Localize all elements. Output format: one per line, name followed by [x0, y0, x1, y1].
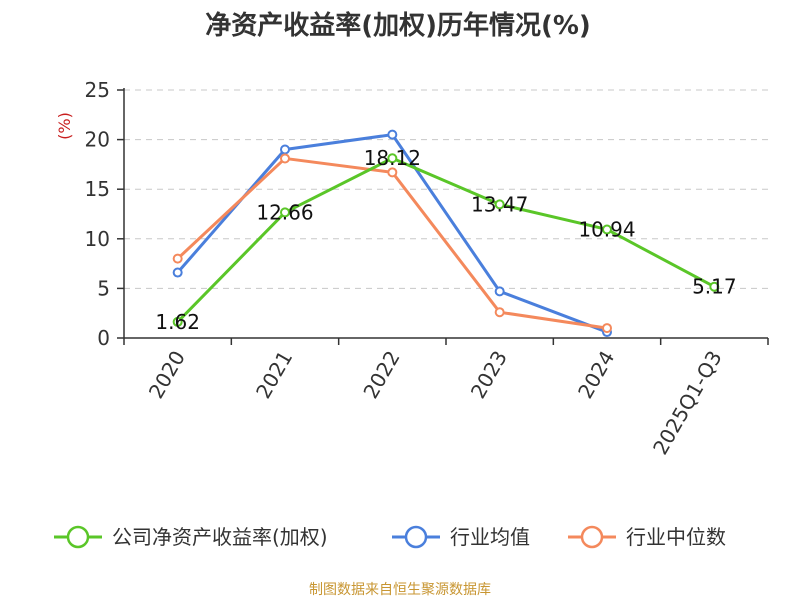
chart-title: 净资产收益率(加权)历年情况(%) — [205, 10, 591, 41]
y-tick-label: 15 — [85, 177, 110, 201]
legend-swatch-marker — [580, 525, 604, 549]
series-line — [176, 156, 716, 323]
legend-item: 行业中位数 — [568, 525, 726, 549]
axes — [117, 88, 769, 345]
data-point — [172, 253, 183, 264]
data-point — [280, 207, 290, 218]
y-axis-unit-label: (%) — [55, 112, 74, 140]
data-labels: 1.62 12.66 18.12 13.47 10.94 5.17 — [155, 146, 736, 334]
legend-label: 行业均值 — [450, 525, 530, 549]
data-point — [280, 153, 290, 164]
data-point — [172, 267, 183, 278]
data-label: 10.94 — [578, 217, 635, 241]
x-tick-label: 2021 — [251, 347, 297, 403]
data-point — [387, 167, 398, 178]
data-point — [602, 323, 612, 334]
data-label: 1.62 — [155, 310, 200, 334]
legend-label: 行业中位数 — [626, 525, 726, 549]
data-point — [602, 224, 612, 235]
x-tick-label: 2020 — [144, 347, 190, 403]
data-label: 18.12 — [364, 146, 421, 170]
legend: 公司净资产收益率(加权) 行业均值 行业中位数 — [54, 525, 726, 549]
data-point — [280, 144, 290, 155]
y-tick-label: 10 — [85, 227, 110, 251]
y-tick-label: 25 — [85, 78, 110, 102]
data-point — [494, 307, 505, 318]
grid-lines — [124, 89, 768, 289]
series-company — [172, 153, 720, 327]
series-industry_median — [172, 153, 612, 334]
data-label: 12.66 — [256, 200, 313, 224]
x-tick-label: 2025Q1-Q3 — [648, 347, 727, 459]
data-point — [387, 153, 398, 164]
y-tick-label: 5 — [97, 276, 110, 300]
data-label: 13.47 — [471, 192, 528, 216]
data-point — [172, 316, 183, 327]
legend-swatch-marker — [404, 525, 428, 549]
legend-label: 公司净资产收益率(加权) — [112, 525, 328, 549]
series-lines — [172, 129, 720, 338]
x-tick-labels: 2020 2021 2022 2023 2024 2025Q1-Q3 — [144, 346, 727, 458]
data-point — [387, 129, 398, 140]
series-line — [176, 156, 608, 330]
y-tick-label: 20 — [85, 128, 110, 152]
y-tick-label: 0 — [97, 326, 110, 350]
data-label: 5.17 — [692, 275, 737, 299]
data-source-note: 制图数据来自恒生聚源数据库 — [309, 582, 491, 598]
y-tick-labels: 0 5 10 15 20 25 — [85, 78, 110, 350]
x-tick-label: 2022 — [358, 347, 404, 403]
data-point — [494, 199, 505, 210]
x-tick-label: 2024 — [573, 347, 619, 403]
x-tick-label: 2023 — [466, 346, 512, 402]
data-point — [709, 281, 720, 292]
legend-swatch-marker — [66, 525, 90, 549]
legend-item: 行业均值 — [392, 525, 530, 549]
legend-item: 公司净资产收益率(加权) — [54, 525, 328, 549]
data-point — [494, 286, 505, 297]
